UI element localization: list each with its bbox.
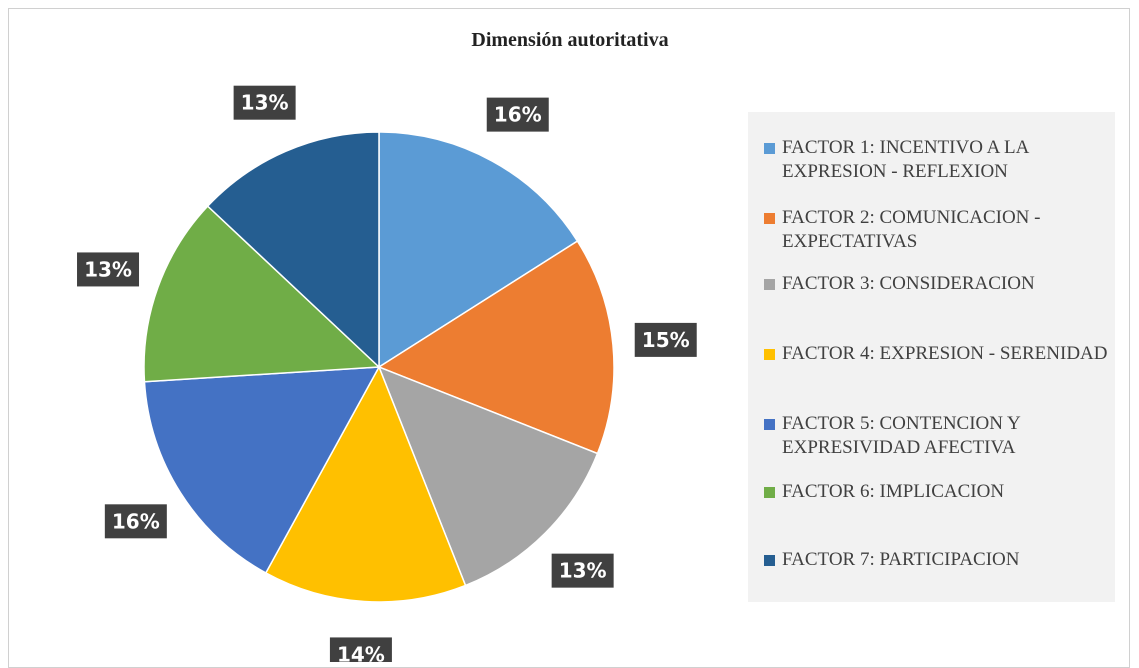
legend-item: FACTOR 6: IMPLICACION [764, 480, 1122, 504]
legend-item: FACTOR 5: CONTENCION Y EXPRESIVIDAD AFEC… [764, 412, 1122, 460]
legend-item: FACTOR 3: CONSIDERACION [764, 272, 1122, 296]
chart-title: Dimensión autoritativa [471, 29, 668, 51]
data-label-box [486, 97, 549, 132]
legend-label: FACTOR 4: EXPRESION - SERENIDAD [782, 343, 1108, 364]
pie-slice [206, 131, 380, 369]
legend: FACTOR 1: INCENTIVO A LA EXPRESION - REF… [748, 112, 1115, 602]
data-label: 15% [642, 328, 690, 352]
data-label-box [551, 553, 614, 588]
legend-item: FACTOR 2: COMUNICACION - EXPECTATIVAS [764, 206, 1122, 254]
legend-label: FACTOR 6: IMPLICACION [782, 481, 1005, 502]
legend-swatch [764, 213, 775, 224]
legend-item: FACTOR 1: INCENTIVO A LA EXPRESION - REF… [764, 136, 1122, 184]
pie-slice [143, 205, 381, 383]
legend-swatch [764, 143, 775, 154]
data-label-box [104, 504, 167, 539]
data-label: 13% [559, 559, 607, 583]
data-label-box [634, 322, 697, 357]
legend-swatch [764, 279, 775, 290]
legend-label: FACTOR 1: INCENTIVO A LA EXPRESION - REF… [782, 137, 1029, 182]
pie-slice [378, 131, 579, 369]
data-label: 16% [112, 509, 160, 533]
data-label: 16% [494, 103, 542, 127]
data-label-box [77, 252, 140, 287]
legend-item: FACTOR 4: EXPRESION - SERENIDAD [764, 342, 1122, 366]
data-label: 13% [241, 91, 289, 115]
pie-slice [377, 365, 599, 587]
legend-swatch [764, 349, 775, 360]
pie-slice [143, 366, 381, 574]
data-label: 13% [84, 257, 132, 281]
legend-label: FACTOR 3: CONSIDERACION [782, 273, 1035, 294]
pie-slice [377, 240, 615, 455]
legend-swatch [764, 555, 775, 566]
legend-item: FACTOR 7: PARTICIPACION [764, 548, 1122, 572]
legend-swatch [764, 487, 775, 498]
data-label: 14% [337, 642, 385, 662]
legend-label: FACTOR 5: CONTENCION Y EXPRESIVIDAD AFEC… [782, 413, 1021, 458]
legend-label: FACTOR 2: COMUNICACION - EXPECTATIVAS [782, 207, 1041, 252]
pie-slice [264, 365, 467, 603]
data-label-box [233, 85, 296, 120]
data-label-box [329, 637, 392, 662]
legend-swatch [764, 419, 775, 430]
legend-label: FACTOR 7: PARTICIPACION [782, 549, 1020, 570]
